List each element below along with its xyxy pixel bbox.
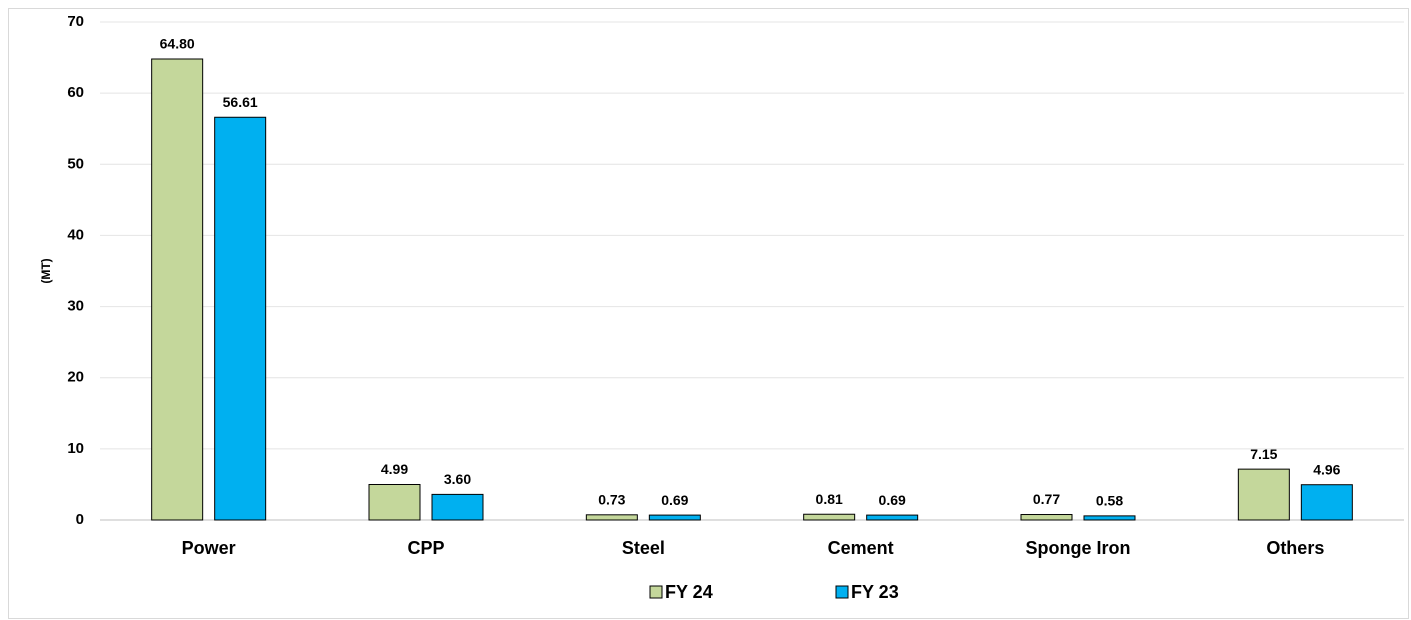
data-label: 0.81 (816, 491, 843, 507)
bar (1083, 515, 1136, 521)
bar (1300, 484, 1353, 521)
x-tick-label: Steel (622, 538, 665, 558)
x-tick-label: CPP (407, 538, 444, 558)
y-tick-label: 50 (67, 155, 84, 172)
x-tick-label: Cement (828, 538, 894, 558)
x-tick-label: Others (1266, 538, 1324, 558)
y-tick-label: 10 (67, 440, 84, 457)
data-label: 0.73 (598, 492, 625, 508)
data-label: 4.96 (1313, 461, 1340, 477)
bar (431, 493, 484, 521)
bar (214, 116, 267, 521)
y-tick-label: 30 (67, 298, 84, 315)
data-label: 64.80 (160, 36, 195, 52)
legend-swatch (835, 585, 849, 599)
data-label: 0.69 (879, 492, 906, 508)
chart-border (8, 8, 1409, 619)
data-label: 0.69 (661, 492, 688, 508)
data-label: 4.99 (381, 461, 408, 477)
data-label: 0.58 (1096, 493, 1123, 509)
legend-swatch (649, 585, 663, 599)
bar (1020, 514, 1073, 521)
bar (151, 58, 204, 521)
bar (585, 514, 638, 521)
bar (648, 514, 701, 521)
y-tick-label: 70 (67, 13, 84, 30)
y-axis-label: (MT) (39, 258, 53, 283)
legend-label: FY 23 (851, 582, 899, 602)
y-tick-label: 20 (67, 369, 84, 386)
y-tick-label: 40 (67, 226, 84, 243)
data-label: 0.77 (1033, 491, 1060, 507)
bar (1237, 468, 1290, 521)
data-label: 7.15 (1250, 446, 1277, 462)
data-label: 56.61 (223, 94, 258, 110)
x-tick-label: Sponge Iron (1026, 538, 1131, 558)
x-tick-label: Power (182, 538, 236, 558)
legend-label: FY 24 (665, 582, 713, 602)
y-tick-label: 0 (76, 511, 84, 528)
bar (803, 513, 856, 521)
bar (866, 514, 919, 521)
y-tick-label: 60 (67, 84, 84, 101)
data-label: 3.60 (444, 471, 471, 487)
bar (368, 483, 421, 521)
